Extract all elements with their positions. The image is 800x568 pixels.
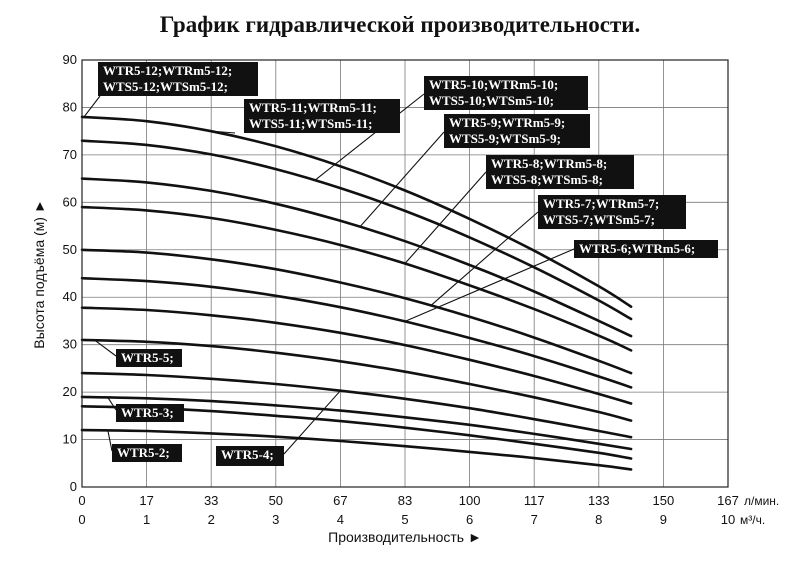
curve-label-text: WTR5-7;WTRm5-7; — [543, 196, 659, 211]
x-tick-label-primary: 33 — [204, 493, 218, 508]
curve-label-text: WTR5-11;WTRm5-11; — [249, 100, 377, 115]
label-pointer — [94, 339, 117, 357]
curve-label-box — [116, 404, 184, 422]
x-tick-label-secondary: 0 — [78, 512, 85, 527]
curve-label-text: WTR5-5; — [121, 350, 174, 365]
x-tick-label-secondary: 8 — [595, 512, 602, 527]
curve-labels: WTR5-12;WTRm5-12;WTS5-12;WTSm5-12; WTR5-1… — [98, 62, 718, 466]
curve-label-text: WTR5-10;WTRm5-10; — [429, 77, 558, 92]
x-axis-title: Производительность ► — [328, 529, 482, 545]
y-tick-label: 90 — [63, 52, 77, 67]
y-tick-label: 70 — [63, 147, 77, 162]
pump-curve — [80, 338, 633, 422]
pump-curve — [80, 205, 633, 352]
x-tick-label-secondary: 4 — [337, 512, 344, 527]
curve-label-box — [98, 62, 258, 96]
pump-curve — [80, 276, 633, 389]
label-pointer — [314, 93, 425, 181]
x-tick-label-primary: 133 — [588, 493, 610, 508]
label-pointer — [211, 130, 236, 134]
curve-label-text: WTS5-12;WTSm5-12; — [103, 79, 228, 94]
curve-label-box — [116, 349, 182, 367]
curve-label-box — [424, 76, 588, 110]
x-tick-label-primary: 100 — [459, 493, 481, 508]
curve-label-text: WTS5-10;WTSm5-10; — [429, 93, 554, 108]
x-tick-label-secondary: 5 — [401, 512, 408, 527]
x-tick-label-secondary: 1 — [143, 512, 150, 527]
x-tick-label-secondary: 2 — [208, 512, 215, 527]
label-pointer — [359, 131, 445, 228]
x-tick-label-secondary: 10 — [721, 512, 735, 527]
curve-label-text: WTR5-8;WTRm5-8; — [491, 156, 607, 171]
curve-label-box — [538, 195, 686, 229]
label-pointer — [107, 397, 117, 411]
pump-curve — [80, 139, 633, 321]
label-pointer — [283, 390, 341, 455]
label-pointer — [430, 211, 539, 306]
curve-label-box — [486, 155, 634, 189]
x-tick-label-primary: 167 — [717, 493, 739, 508]
x-tick-label-primary: 67 — [333, 493, 347, 508]
x-tick-label-primary: 117 — [524, 493, 545, 508]
curve-label-text: WTR5-4; — [221, 447, 274, 462]
curve-label-text: WTS5-9;WTSm5-9; — [449, 131, 561, 146]
y-tick-label: 60 — [63, 194, 77, 209]
y-tick-label: 30 — [63, 337, 77, 352]
y-tick-label: 20 — [63, 384, 77, 399]
curve-label-box — [574, 240, 718, 258]
plot-frame — [81, 59, 729, 488]
x-tick-label-primary: 50 — [269, 493, 283, 508]
x-tick-label-secondary: 9 — [660, 512, 667, 527]
pump-curve — [80, 177, 633, 338]
curve-label-box — [112, 444, 182, 462]
label-pointer — [404, 171, 487, 264]
y-axis-title: Высота подъёма (м) ► — [31, 199, 47, 348]
pump-curve — [80, 371, 633, 439]
x-unit-secondary: м³/ч. — [740, 513, 765, 527]
curve-label-text: WTR5-12;WTRm5-12; — [103, 63, 232, 78]
y-tick-label: 0 — [70, 479, 77, 494]
pump-curve — [80, 306, 633, 405]
label-pointer — [107, 430, 113, 452]
pump-curve — [80, 115, 633, 308]
x-tick-label-secondary: 6 — [466, 512, 473, 527]
x-unit-primary: л/мин. — [744, 494, 779, 508]
curve-label-text: WTR5-9;WTRm5-9; — [449, 115, 565, 130]
y-tick-label: 80 — [63, 99, 77, 114]
curve-label-box — [444, 114, 590, 148]
curve-label-text: WTS5-11;WTSm5-11; — [249, 116, 373, 131]
curve-label-text: WTR5-3; — [121, 405, 174, 420]
x-tick-label-primary: 17 — [139, 493, 153, 508]
curve-label-text: WTS5-7;WTSm5-7; — [543, 212, 655, 227]
label-pointer — [404, 248, 575, 322]
grid — [81, 59, 729, 488]
pump-curve — [80, 248, 633, 375]
x-tick-label-primary: 0 — [78, 493, 85, 508]
curves — [80, 115, 633, 471]
x-tick-label-primary: 150 — [653, 493, 675, 508]
label-pointer — [83, 95, 101, 118]
x-tick-label-primary: 83 — [398, 493, 412, 508]
curve-label-text: WTR5-2; — [117, 445, 170, 460]
curve-label-text: WTR5-6;WTRm5-6; — [579, 241, 695, 256]
x-tick-label-secondary: 3 — [272, 512, 279, 527]
label-pointers — [83, 93, 575, 455]
curve-label-box — [244, 99, 400, 133]
curve-label-box — [216, 446, 284, 466]
y-tick-label: 50 — [63, 242, 77, 257]
pump-curve — [80, 395, 633, 451]
chart-title: График гидравлической производительности… — [159, 12, 641, 37]
curve-label-text: WTS5-8;WTSm5-8; — [491, 172, 603, 187]
x-tick-label-secondary: 7 — [531, 512, 538, 527]
y-tick-label: 40 — [63, 289, 77, 304]
pump-curve — [80, 428, 633, 471]
y-tick-label: 10 — [63, 432, 77, 447]
